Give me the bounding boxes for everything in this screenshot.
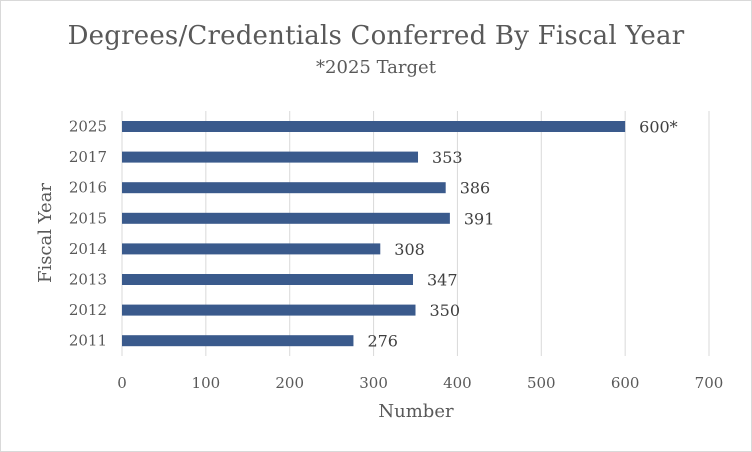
x-tick-label: 600 [611, 374, 640, 392]
x-tick-label: 100 [192, 374, 221, 392]
y-tick-label: 2017 [69, 148, 107, 166]
data-label: 386 [460, 179, 491, 198]
y-tick-label: 2012 [69, 301, 107, 319]
bar [122, 151, 419, 163]
data-label: 353 [432, 148, 463, 167]
bar [122, 243, 381, 255]
bar [122, 274, 413, 285]
chart-title: Degrees/Credentials Conferred By Fiscal … [67, 21, 685, 51]
bars [122, 121, 626, 347]
data-label: 350 [430, 301, 461, 320]
x-tick-label: 0 [117, 374, 127, 392]
bar [122, 121, 626, 132]
y-tick-labels: 2025 2017 2016 2015 2014 2013 2012 2011 [69, 118, 107, 350]
y-tick-label: 2011 [69, 332, 107, 350]
data-label: 391 [464, 209, 495, 228]
y-tick-label: 2013 [69, 271, 107, 289]
y-tick-label: 2015 [69, 209, 107, 227]
data-label: 600* [639, 118, 678, 137]
x-tick-label: 300 [359, 374, 388, 392]
y-tick-label: 2014 [69, 240, 107, 258]
x-tick-labels: 0 100 200 300 400 500 600 700 [117, 374, 723, 392]
x-axis-title: Number [378, 401, 454, 422]
data-label: 308 [394, 240, 425, 259]
data-label: 276 [367, 332, 398, 351]
gridlines [121, 111, 710, 356]
data-label: 347 [427, 271, 458, 290]
x-tick-label: 400 [443, 374, 472, 392]
chart-subtitle: *2025 Target [316, 57, 436, 78]
y-axis-title: Fiscal Year [35, 183, 56, 283]
y-tick-label: 2016 [69, 179, 107, 197]
bar [122, 335, 354, 347]
x-tick-label: 700 [695, 374, 724, 392]
bar [122, 304, 416, 316]
x-tick-label: 200 [275, 374, 304, 392]
bar [122, 182, 446, 194]
bar [122, 212, 450, 224]
y-tick-label: 2025 [69, 118, 107, 136]
x-tick-label: 500 [527, 374, 556, 392]
